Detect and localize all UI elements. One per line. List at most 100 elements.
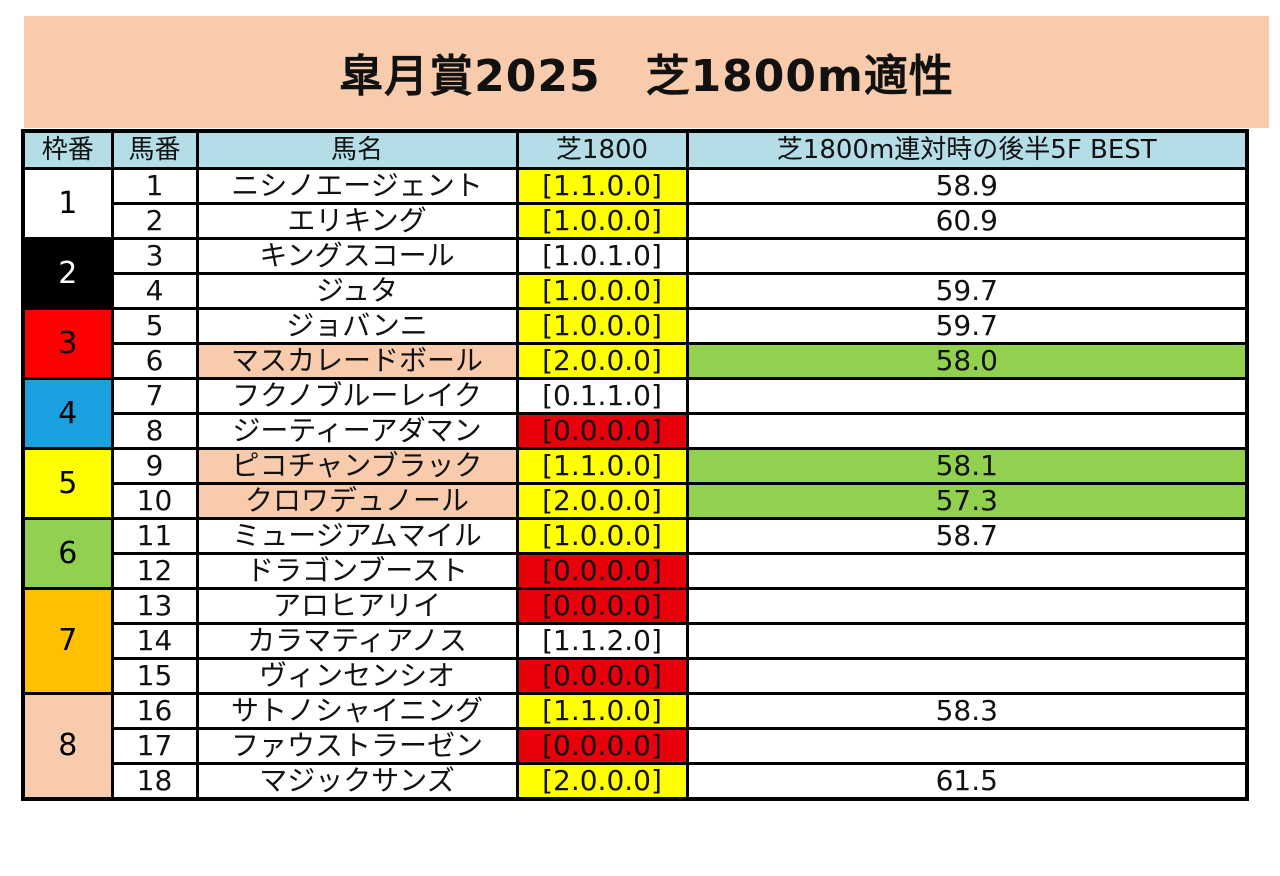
horse-name-cell: マジックサンズ (195, 762, 519, 801)
umaban-cell: 1 (110, 167, 199, 205)
waku-cell: 2 (21, 237, 114, 310)
umaban-cell: 15 (110, 657, 199, 695)
record-cell: [1.1.0.0] (515, 447, 689, 485)
record-cell: [1.0.0.0] (515, 517, 689, 555)
horse-name-cell: ヴィンセンシオ (195, 657, 519, 695)
umaban-cell: 17 (110, 727, 199, 765)
umaban-cell: 6 (110, 342, 199, 380)
header-waku: 枠番 (21, 129, 114, 170)
best-time-cell (685, 587, 1249, 625)
umaban-cell: 8 (110, 412, 199, 450)
header-umaban: 馬番 (110, 129, 199, 170)
umaban-cell: 10 (110, 482, 199, 520)
umaban-cell: 12 (110, 552, 199, 590)
best-time-cell (685, 412, 1249, 450)
table-row: 3 5 ジョバンニ [1.0.0.0] 59.7 (21, 307, 1249, 380)
record-cell: [0.0.0.0] (515, 412, 689, 450)
horse-name-cell: ジュタ (195, 272, 519, 310)
umaban-cell: 7 (110, 377, 199, 415)
best-time-cell: 57.3 (685, 482, 1249, 520)
header-best: 芝1800m連対時の後半5F BEST (685, 129, 1249, 170)
table-row: 8 ジーティーアダマン [0.0.0.0] (23, 412, 1249, 450)
record-cell: [1.0.0.0] (515, 272, 689, 310)
umaban-cell: 18 (110, 762, 199, 801)
table-row: 17 ファウストラーゼン [0.0.0.0] (23, 727, 1249, 765)
table-body: 1 1 ニシノエージェント [1.1.0.0] 58.9 2 エリキング [1.0.0.0] 6… (21, 167, 1249, 801)
best-time-cell (685, 377, 1249, 415)
record-cell: [1.0.1.0] (515, 237, 689, 275)
horse-name-cell: サトノシャイニング (195, 692, 519, 730)
record-cell: [1.1.2.0] (515, 622, 689, 660)
waku-cell: 7 (21, 587, 114, 695)
record-cell: [2.0.0.0] (515, 342, 689, 380)
best-time-cell: 59.7 (685, 272, 1249, 310)
table-row: 12 ドラゴンブースト [0.0.0.0] (23, 552, 1249, 590)
table-row: 15 ヴィンセンシオ [0.0.0.0] (23, 657, 1249, 695)
waku-cell: 4 (21, 377, 114, 450)
header-name: 馬名 (195, 129, 519, 170)
table-row: 18 マジックサンズ [2.0.0.0] 61.5 (23, 762, 1249, 801)
best-time-cell: 58.1 (685, 447, 1249, 485)
waku-cell: 3 (21, 307, 114, 380)
best-time-cell: 58.9 (685, 167, 1249, 205)
horse-name-cell: ジーティーアダマン (195, 412, 519, 450)
best-time-cell: 59.7 (685, 307, 1249, 345)
table-row: 2 3 キングスコール [1.0.1.0] (21, 237, 1249, 310)
umaban-cell: 4 (110, 272, 199, 310)
table-row: 6 マスカレードボール [2.0.0.0] 58.0 (23, 342, 1249, 380)
umaban-cell: 3 (110, 237, 199, 275)
best-time-cell (685, 552, 1249, 590)
table-row: 1 1 ニシノエージェント [1.1.0.0] 58.9 (21, 167, 1249, 240)
best-time-cell (685, 237, 1249, 275)
waku-cell: 8 (21, 692, 114, 801)
best-time-cell (685, 622, 1249, 660)
record-cell: [2.0.0.0] (515, 762, 689, 801)
best-time-cell: 60.9 (685, 202, 1249, 240)
best-time-cell (685, 657, 1249, 695)
title-banner: 皐月賞2025 芝1800m適性 (24, 16, 1269, 128)
record-cell: [1.0.0.0] (515, 307, 689, 345)
table-row: 7 13 アロヒアリイ [0.0.0.0] (21, 587, 1249, 695)
record-cell: [0.0.0.0] (515, 727, 689, 765)
record-cell: [0.0.0.0] (515, 552, 689, 590)
horse-name-cell: ドラゴンブースト (195, 552, 519, 590)
umaban-cell: 11 (110, 517, 199, 555)
table-row: 5 9 ピコチャンブラック [1.1.0.0] 58.1 (21, 447, 1249, 520)
page-title: 皐月賞2025 芝1800m適性 (339, 51, 954, 102)
horse-name-cell: ピコチャンブラック (195, 447, 519, 485)
best-time-cell: 58.0 (685, 342, 1249, 380)
best-time-cell: 58.7 (685, 517, 1249, 555)
horse-name-cell: カラマティアノス (195, 622, 519, 660)
table-row: 2 エリキング [1.0.0.0] 60.9 (23, 202, 1249, 240)
record-cell: [1.1.0.0] (515, 167, 689, 205)
table-row: 4 7 フクノブルーレイク [0.1.1.0] (21, 377, 1249, 450)
horse-name-cell: ニシノエージェント (195, 167, 519, 205)
horse-name-cell: マスカレードボール (195, 342, 519, 380)
waku-cell: 6 (21, 517, 114, 590)
waku-cell: 5 (21, 447, 114, 520)
umaban-cell: 13 (110, 587, 199, 625)
umaban-cell: 14 (110, 622, 199, 660)
umaban-cell: 5 (110, 307, 199, 345)
record-cell: [2.0.0.0] (515, 482, 689, 520)
horse-name-cell: アロヒアリイ (195, 587, 519, 625)
table-row: 4 ジュタ [1.0.0.0] 59.7 (23, 272, 1249, 310)
header-record: 芝1800 (515, 129, 689, 170)
umaban-cell: 16 (110, 692, 199, 730)
horse-name-cell: ジョバンニ (195, 307, 519, 345)
horse-name-cell: クロワデュノール (195, 482, 519, 520)
aptitude-table: 枠番 馬番 馬名 芝1800 芝1800m連対時の後半5F BEST 1 1 ニシノ… (21, 129, 1249, 801)
horse-name-cell: フクノブルーレイク (195, 377, 519, 415)
table-row: 8 16 サトノシャイニング [1.1.0.0] 58.3 (21, 692, 1249, 801)
table-row: 10 クロワデュノール [2.0.0.0] 57.3 (23, 482, 1249, 520)
horse-name-cell: ファウストラーゼン (195, 727, 519, 765)
waku-cell: 1 (21, 167, 114, 240)
umaban-cell: 9 (110, 447, 199, 485)
best-time-cell: 61.5 (685, 762, 1249, 801)
umaban-cell: 2 (110, 202, 199, 240)
table-row: 6 11 ミュージアムマイル [1.0.0.0] 58.7 (21, 517, 1249, 590)
best-time-cell: 58.3 (685, 692, 1249, 730)
record-cell: [0.0.0.0] (515, 657, 689, 695)
record-cell: [0.1.1.0] (515, 377, 689, 415)
table-row: 14 カラマティアノス [1.1.2.0] (23, 622, 1249, 660)
